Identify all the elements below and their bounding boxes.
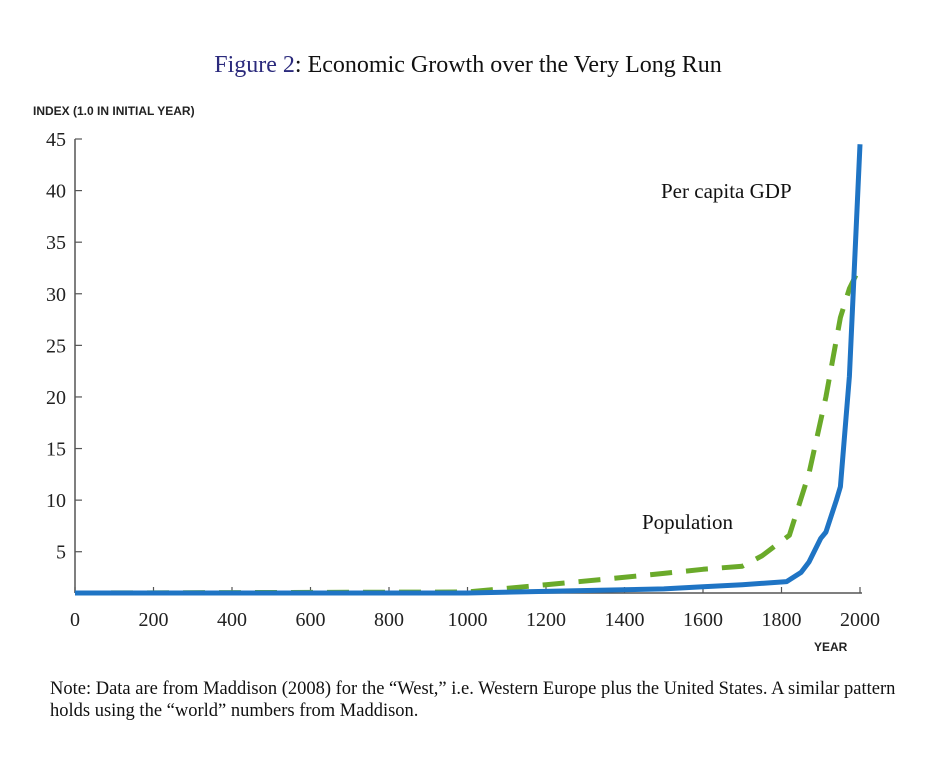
y-tick-label: 35	[46, 232, 66, 254]
annotation-gdp: Per capita GDP	[661, 179, 792, 203]
x-tick-label: 2000	[840, 609, 880, 631]
series-per-capita-gdp	[75, 144, 863, 596]
series-lines	[74, 144, 863, 596]
x-tick-label: 1400	[605, 609, 645, 631]
x-tick-label: 1000	[448, 609, 488, 631]
axes: 0 200 400 600 800 1000 1200 1400 1600 1800 2000 5 10…	[46, 129, 880, 631]
note: Note: Data are from Maddison (2008) for …	[50, 679, 896, 721]
annotation-population: Population	[642, 510, 734, 534]
figure-number: Figure 2	[214, 52, 295, 78]
y-tick-label: 25	[46, 335, 66, 357]
x-tick-label: 600	[296, 609, 326, 631]
x-axis-label: YEAR	[814, 640, 848, 654]
chart-title: Figure 2: Economic Growth over the Very …	[0, 52, 936, 79]
y-tick-label: 20	[46, 387, 66, 409]
y-tick-label: 40	[46, 181, 66, 203]
x-tick-label: 1600	[683, 609, 723, 631]
y-axis-label: INDEX (1.0 IN INITIAL YEAR)	[33, 104, 195, 118]
title-text: : Economic Growth over the Very Long Run	[294, 52, 722, 78]
y-tick-label: 15	[46, 439, 66, 461]
x-tick-label: 1800	[762, 609, 802, 631]
y-tick-label: 5	[56, 542, 66, 564]
x-tick-label: 800	[374, 609, 404, 631]
x-tick-label: 1200	[526, 609, 566, 631]
x-tick-label: 0	[70, 609, 80, 631]
series-population	[74, 265, 863, 596]
y-tick-label: 45	[46, 129, 66, 151]
x-tick-label: 200	[139, 609, 169, 631]
y-tick-label: 30	[46, 284, 66, 306]
x-tick-label: 400	[217, 609, 247, 631]
y-tick-label: 10	[46, 490, 66, 512]
